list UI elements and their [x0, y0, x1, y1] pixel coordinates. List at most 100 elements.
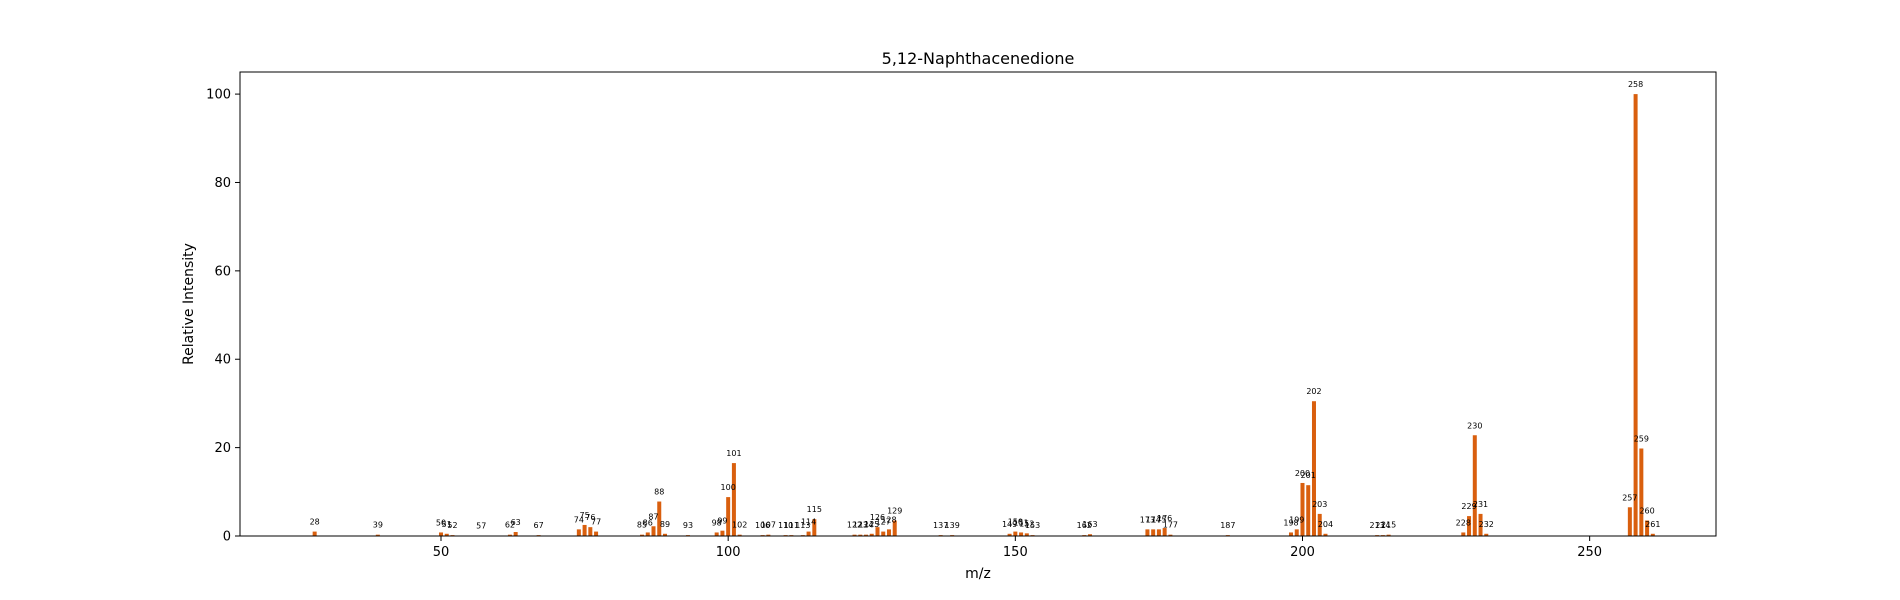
- peak-label-123: 123: [853, 521, 868, 530]
- peak-label-28: 28: [310, 518, 320, 527]
- peak-label-89: 89: [660, 520, 670, 529]
- peak-label-201: 201: [1301, 471, 1316, 480]
- peak-label-100: 100: [721, 483, 736, 492]
- peak-label-87: 87: [648, 512, 658, 521]
- x-tick-label-100: 100: [716, 545, 741, 560]
- x-tick-label-250: 250: [1577, 545, 1602, 560]
- peak-label-259: 259: [1634, 435, 1649, 444]
- peak-bar-62: [507, 534, 512, 536]
- peak-bars: [312, 94, 1655, 537]
- peak-label-124: 124: [858, 521, 873, 530]
- peak-label-107: 107: [761, 521, 776, 530]
- peak-label-86: 86: [643, 518, 653, 527]
- peak-bar-176: [1162, 528, 1167, 536]
- peak-label-173: 173: [1140, 515, 1155, 524]
- peak-bar-101: [731, 463, 736, 536]
- chart-title: 5,12-Naphthacenedione: [882, 49, 1075, 68]
- peak-bar-124: [864, 534, 869, 536]
- plot-frame: [239, 71, 1717, 537]
- peak-bar-200: [1300, 482, 1305, 536]
- peak-bar-77: [594, 531, 599, 536]
- peak-bar-126: [875, 527, 880, 536]
- peak-bar-102: [737, 534, 742, 536]
- peak-label-176: 176: [1157, 514, 1172, 523]
- peak-bar-177: [1168, 534, 1173, 536]
- peak-label-127: 127: [876, 518, 891, 527]
- peak-label-126: 126: [870, 513, 885, 522]
- peak-label-74: 74: [574, 515, 584, 524]
- y-tick-label-100: 100: [206, 88, 231, 103]
- peak-label-174: 174: [1146, 515, 1161, 524]
- peak-label-198: 198: [1283, 518, 1298, 527]
- peak-bar-203: [1317, 513, 1322, 536]
- peak-label-149: 149: [1002, 520, 1017, 529]
- peak-bar-39: [375, 534, 380, 536]
- peak-bar-87: [651, 526, 656, 536]
- y-tick-label-20: 20: [214, 441, 231, 456]
- peak-label-213: 213: [1370, 521, 1385, 530]
- x-tick-label-150: 150: [1003, 545, 1028, 560]
- peak-bar-88: [657, 501, 662, 536]
- peak-label-114: 114: [801, 518, 816, 527]
- peak-bar-261: [1650, 533, 1655, 536]
- peak-label-258: 258: [1628, 80, 1643, 89]
- peak-bar-204: [1323, 533, 1328, 536]
- peak-bar-259: [1639, 448, 1644, 536]
- peak-label-163: 163: [1082, 520, 1097, 529]
- peak-label-113: 113: [795, 521, 810, 530]
- y-tick-label-80: 80: [214, 176, 231, 191]
- peak-bar-173: [1145, 529, 1150, 536]
- peak-label-230: 230: [1467, 421, 1482, 430]
- y-axis: 0 20 40 60 80 100: [206, 88, 240, 545]
- peak-label-129: 129: [887, 507, 902, 516]
- peak-label-202: 202: [1306, 387, 1321, 396]
- peak-label-101: 101: [726, 449, 741, 458]
- y-tick-label-0: 0: [223, 530, 231, 545]
- peak-bar-51: [444, 533, 449, 536]
- peak-label-153: 153: [1025, 521, 1040, 530]
- peak-bar-122: [852, 534, 857, 536]
- peak-bar-74: [576, 529, 581, 536]
- peak-label-106: 106: [755, 521, 770, 530]
- peak-label-50: 50: [436, 518, 446, 527]
- peak-bar-127: [881, 531, 886, 536]
- peak-bar-215: [1386, 534, 1391, 536]
- peak-bar-260: [1645, 520, 1650, 536]
- peak-label-99: 99: [717, 517, 727, 526]
- peak-bar-199: [1294, 529, 1299, 536]
- peak-bar-75: [582, 524, 587, 536]
- peak-bar-76: [588, 527, 593, 536]
- peak-label-51: 51: [442, 520, 452, 529]
- peak-label-76: 76: [585, 513, 595, 522]
- peak-label-77: 77: [591, 518, 601, 527]
- peak-bar-128: [886, 529, 891, 536]
- y-tick-label-40: 40: [214, 353, 231, 368]
- peak-label-162: 162: [1077, 521, 1092, 530]
- peak-bar-174: [1151, 529, 1156, 536]
- peak-bar-85: [640, 534, 645, 536]
- peak-label-115: 115: [807, 505, 822, 514]
- peak-label-139: 139: [945, 521, 960, 530]
- peak-label-128: 128: [881, 515, 896, 524]
- x-tick-label-200: 200: [1290, 545, 1315, 560]
- peak-label-260: 260: [1639, 507, 1654, 516]
- peak-label-231: 231: [1473, 500, 1488, 509]
- peak-label-110: 110: [778, 521, 793, 530]
- peak-bar-163: [1087, 534, 1092, 536]
- peak-label-151: 151: [1013, 518, 1028, 527]
- peak-bar-175: [1156, 529, 1161, 536]
- peak-label-199: 199: [1289, 515, 1304, 524]
- peak-bar-231: [1478, 513, 1483, 536]
- peak-bar-99: [720, 530, 725, 536]
- peak-bar-129: [892, 520, 897, 536]
- peak-label-85: 85: [637, 521, 647, 530]
- peak-bar-115: [812, 519, 817, 536]
- peak-bar-123: [858, 534, 863, 536]
- peak-bar-232: [1484, 533, 1489, 536]
- peak-label-261: 261: [1645, 520, 1660, 529]
- peak-bar-114: [806, 531, 811, 536]
- peak-bar-149: [1007, 533, 1012, 536]
- peak-label-52: 52: [447, 521, 457, 530]
- peak-bar-230: [1472, 435, 1477, 536]
